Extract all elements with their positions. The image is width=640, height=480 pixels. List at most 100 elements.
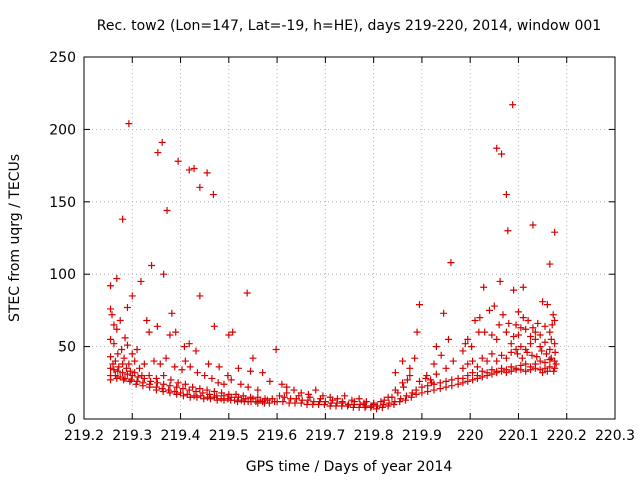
data-point: [454, 380, 462, 388]
data-point: [295, 392, 303, 400]
data-point: [225, 331, 233, 339]
data-point: [214, 379, 222, 387]
data-point: [424, 387, 432, 395]
data-point: [531, 364, 539, 372]
data-point: [464, 360, 472, 368]
data-point: [254, 386, 262, 394]
data-point: [552, 360, 560, 368]
data-point: [512, 321, 520, 329]
data-point: [499, 311, 507, 319]
data-point: [110, 366, 118, 374]
data-points: [107, 101, 560, 413]
data-point: [160, 372, 168, 380]
data-point: [522, 325, 530, 333]
grid-lines: [84, 57, 615, 419]
data-point: [167, 376, 175, 384]
data-point: [542, 350, 550, 358]
x-tick-label: 220.2: [547, 428, 587, 444]
data-point: [507, 340, 515, 348]
data-point: [178, 366, 186, 374]
data-point: [469, 376, 477, 384]
data-point: [517, 343, 525, 351]
data-point: [440, 309, 448, 317]
data-point: [152, 374, 160, 382]
data-point: [529, 324, 537, 332]
data-point: [128, 350, 136, 358]
data-point: [493, 369, 501, 377]
data-point: [146, 383, 154, 391]
data-point: [488, 331, 496, 339]
data-point: [179, 385, 187, 393]
data-point: [538, 347, 546, 355]
data-point: [468, 343, 476, 351]
data-point: [418, 389, 426, 397]
x-tick-label: 219.2: [64, 428, 104, 444]
data-point: [415, 301, 423, 309]
data-point: [473, 374, 481, 382]
data-point: [498, 150, 506, 158]
data-point: [502, 328, 510, 336]
data-point: [247, 367, 255, 375]
data-point: [502, 369, 510, 377]
data-point: [243, 289, 251, 297]
data-point: [128, 372, 136, 380]
data-point: [430, 360, 438, 368]
data-point: [548, 321, 556, 329]
data-point: [113, 374, 121, 382]
data-point: [536, 331, 544, 339]
data-point: [159, 387, 167, 395]
data-point: [407, 393, 415, 401]
data-point: [390, 401, 398, 409]
data-point: [527, 366, 535, 374]
data-point: [448, 382, 456, 390]
data-point: [549, 311, 557, 319]
data-point: [266, 377, 274, 385]
data-point: [272, 345, 280, 353]
data-point: [483, 357, 491, 365]
data-point: [408, 389, 416, 397]
data-point: [123, 341, 131, 349]
data-point: [181, 357, 189, 365]
data-point: [493, 335, 501, 343]
data-point: [442, 383, 450, 391]
data-point: [415, 377, 423, 385]
data-point: [412, 390, 420, 398]
data-point: [401, 396, 409, 404]
data-point: [116, 317, 124, 325]
plot-frame: [83, 56, 616, 420]
data-point: [110, 340, 118, 348]
data-point: [464, 377, 472, 385]
data-point: [490, 302, 498, 310]
data-point: [120, 354, 128, 362]
data-point: [205, 360, 213, 368]
x-tick-label: 219.5: [209, 428, 249, 444]
data-point: [527, 332, 535, 340]
data-point: [422, 374, 430, 382]
data-point: [127, 376, 135, 384]
y-axis-label: STEC from uqrg / TECUs: [7, 154, 23, 322]
data-point: [179, 392, 187, 400]
data-point: [546, 363, 554, 371]
data-point: [166, 331, 174, 339]
data-point: [154, 149, 162, 157]
data-point: [522, 367, 530, 375]
data-point: [317, 395, 325, 403]
data-point: [413, 328, 421, 336]
data-point: [107, 353, 115, 361]
data-point: [449, 357, 457, 365]
data-point: [110, 321, 118, 329]
data-point: [471, 317, 479, 325]
data-point: [551, 228, 559, 236]
data-point: [297, 399, 305, 407]
data-point: [380, 396, 388, 404]
data-point: [123, 370, 131, 378]
data-point: [476, 314, 484, 322]
data-point: [547, 335, 555, 343]
data-point: [480, 283, 488, 291]
data-point: [280, 393, 288, 401]
data-point: [215, 363, 223, 371]
y-tick-label: 50: [58, 340, 76, 356]
data-point: [186, 363, 194, 371]
data-point: [517, 324, 525, 332]
data-point: [107, 335, 115, 343]
